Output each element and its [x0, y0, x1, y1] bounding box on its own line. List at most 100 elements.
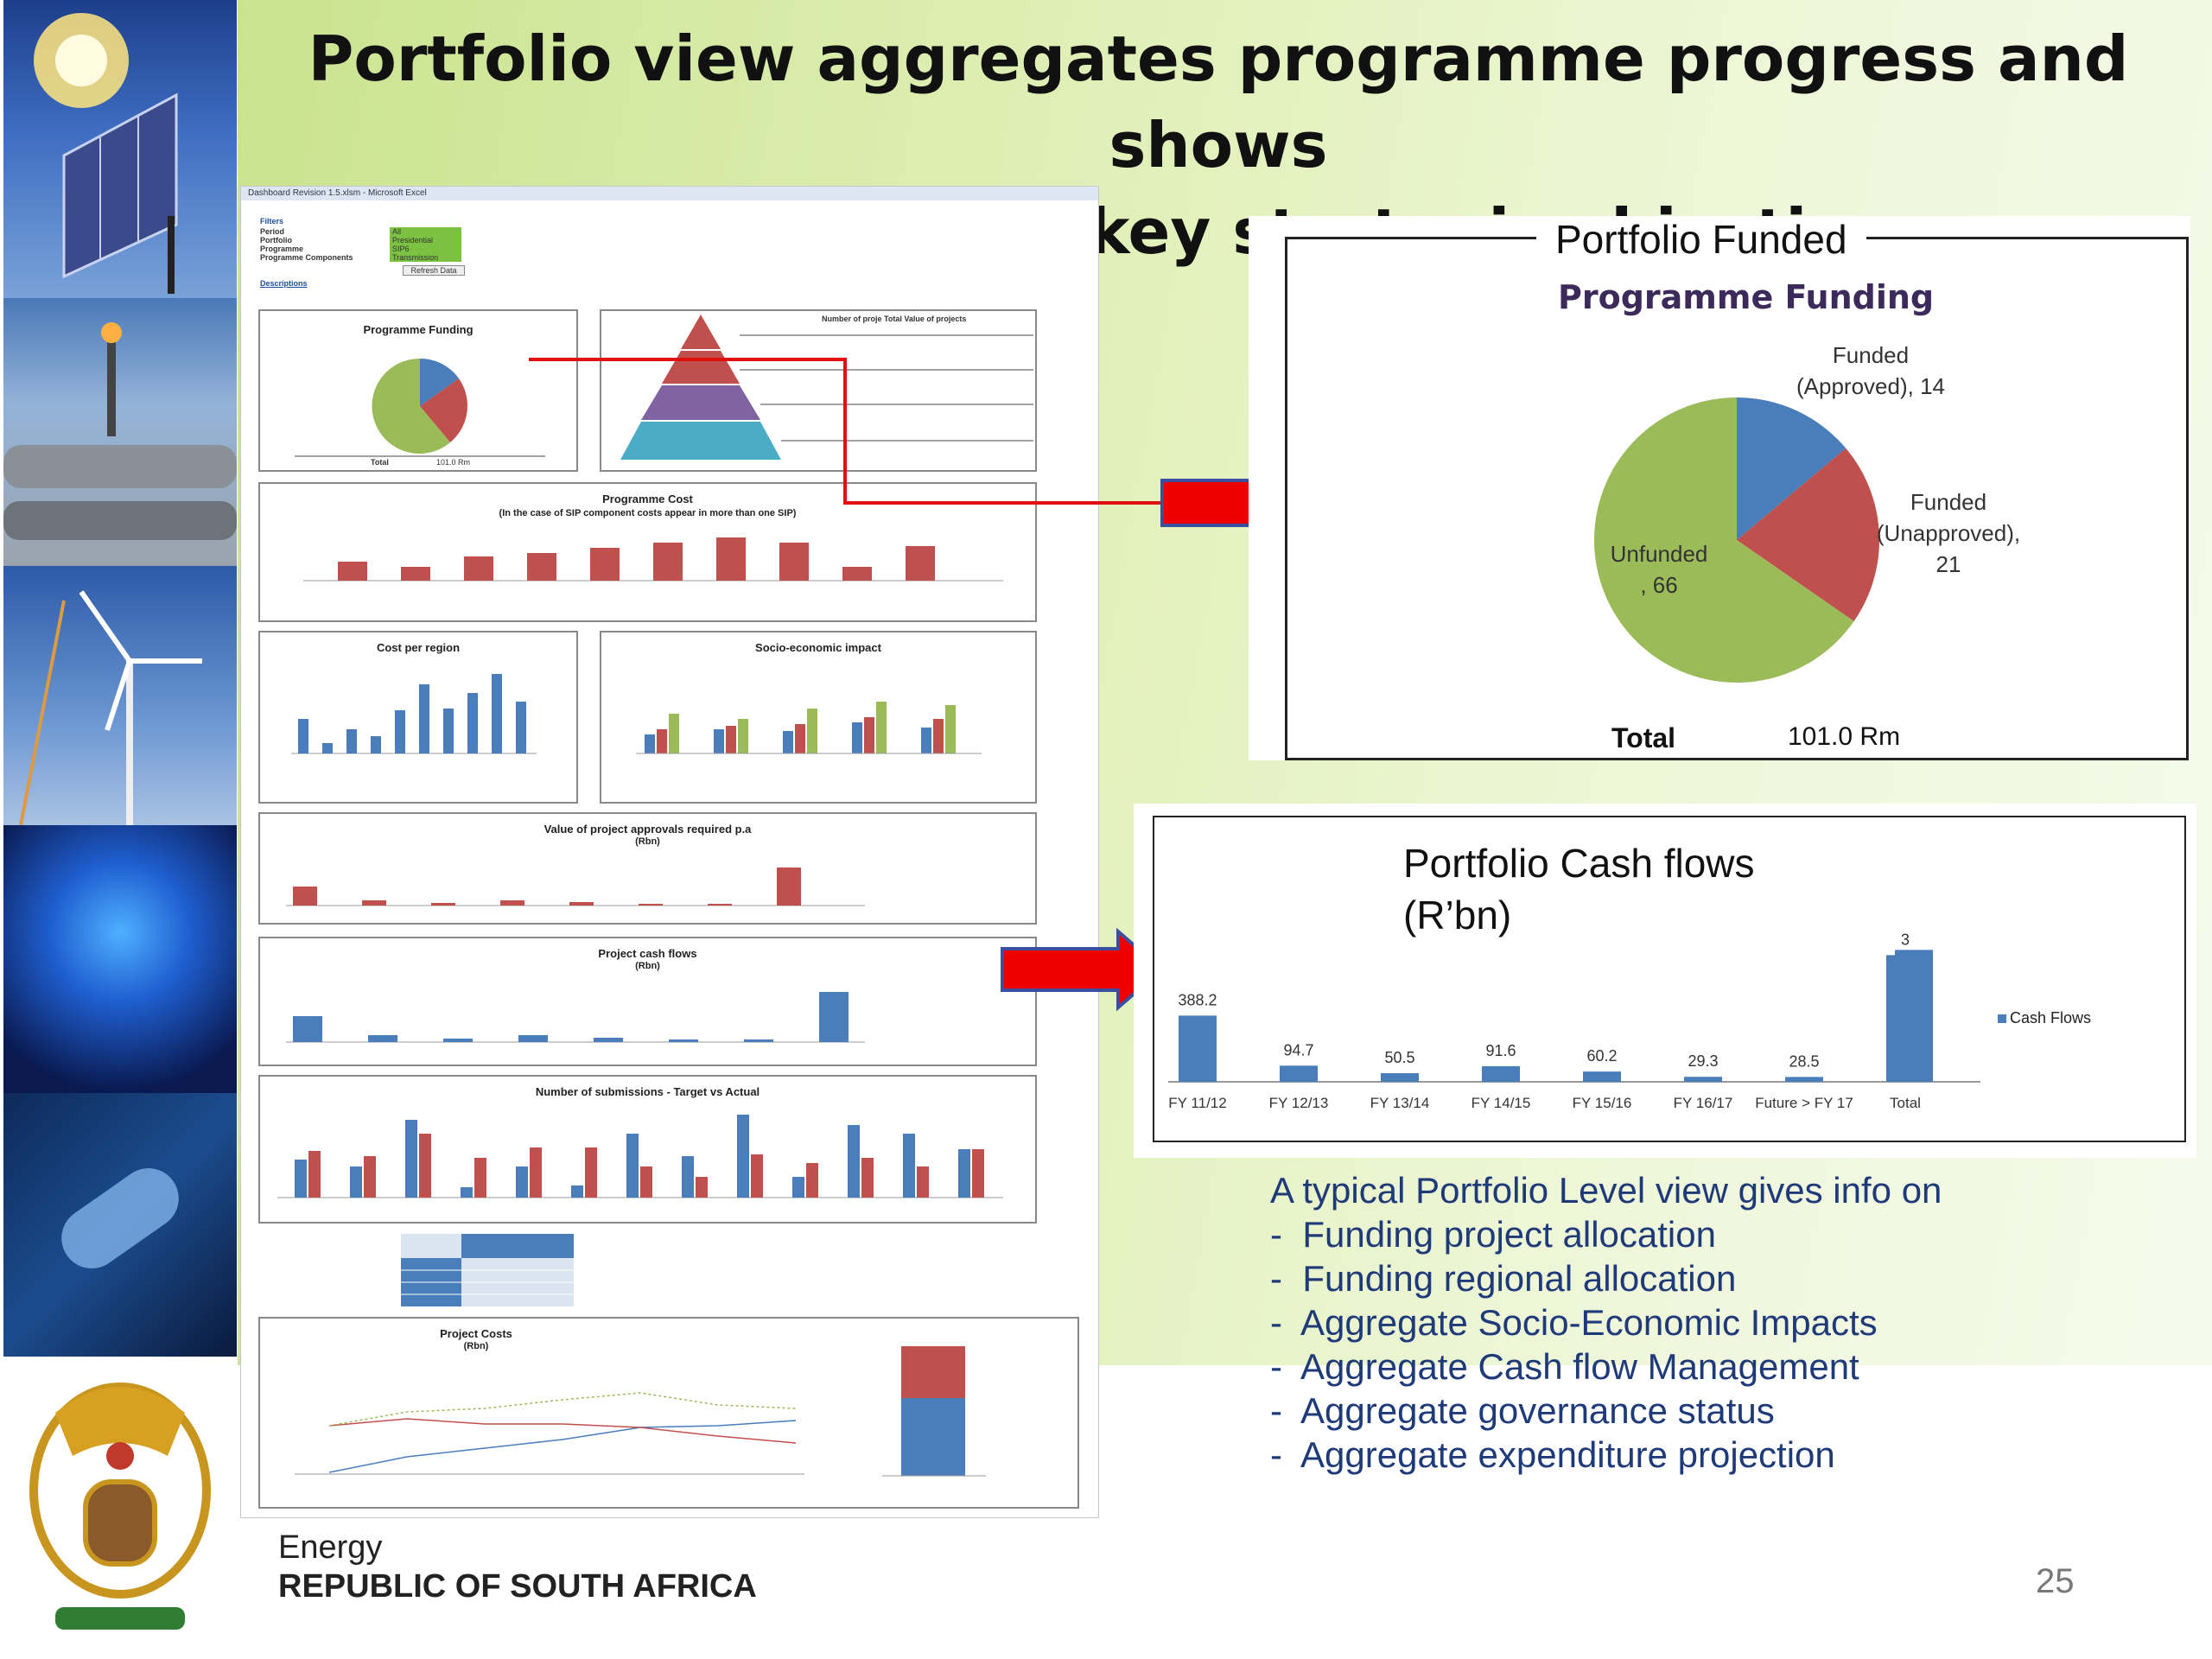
- x-tick-label: FY 16/17: [1674, 1095, 1733, 1111]
- mini-project-pyramid-panel: Number of proje Total Value of projects: [600, 309, 1037, 472]
- filter-label: Programme: [260, 245, 304, 253]
- wind-turbine-image: [3, 566, 237, 825]
- bar-value-label: 3: [1901, 931, 1910, 948]
- cash-flows-label-line2: (R’bn): [1403, 893, 1512, 938]
- cash-flows-label-line1: Portfolio Cash flows: [1403, 841, 1755, 886]
- funded-total-label: Total: [1611, 722, 1676, 753]
- footer-energy: Energy: [278, 1529, 383, 1566]
- left-image-strip: [0, 0, 238, 1659]
- page-number: 25: [2036, 1562, 2075, 1600]
- mini-approvals-subtitle: (Rbn): [635, 836, 660, 847]
- filter-row: Programme Components Transmission: [260, 253, 485, 262]
- filters-heading: Filters: [260, 217, 284, 226]
- mini-programme-cost-subtitle: (In the case of SIP component costs appe…: [499, 508, 797, 518]
- filter-row: Portfolio Presidential: [260, 236, 485, 245]
- filter-label: Programme Components: [260, 253, 353, 262]
- bar-value-label: 60.2: [1586, 1047, 1617, 1065]
- pipeline-image: [3, 298, 237, 566]
- bar-value-label: 388.2: [1178, 991, 1217, 1008]
- energy-bulb-image: [3, 1093, 237, 1357]
- cash-flows-legend: Cash Flows: [1998, 1009, 2091, 1027]
- list-item: - Aggregate expenditure projection: [1270, 1434, 1835, 1475]
- descriptions-link[interactable]: Descriptions: [260, 279, 308, 288]
- list-item: - Aggregate governance status: [1270, 1390, 1775, 1431]
- mini-cost-per-region-title: Cost per region: [376, 641, 461, 654]
- bar: [1280, 1065, 1318, 1082]
- notes-list: A typical Portfolio Level view gives inf…: [1270, 1168, 1942, 1477]
- bar-value-label: 94.7: [1283, 1041, 1313, 1058]
- pyramid-header: Number of proje Total Value of projects: [822, 315, 967, 323]
- pie-slice: [1594, 397, 1854, 683]
- list-item-text: Funding project allocation: [1302, 1214, 1716, 1255]
- bar: [1381, 1073, 1419, 1082]
- portfolio-cash-flows-frame: [1153, 816, 2186, 1142]
- mini-project-costs-subtitle: (Rbn): [463, 1341, 489, 1351]
- list-item: - Aggregate Socio-Economic Impacts: [1270, 1302, 1878, 1343]
- mini-socio-economic-title: Socio-economic impact: [755, 641, 881, 654]
- mini-approvals-panel: Value of project approvals required p.a …: [258, 812, 1037, 925]
- excel-window-title: Dashboard Revision 1.5.xlsm - Microsoft …: [241, 187, 1098, 200]
- bar-value-label: 28.5: [1789, 1052, 1819, 1070]
- x-tick-label: Future > FY 17: [1755, 1095, 1853, 1111]
- list-item-text: Aggregate governance status: [1300, 1390, 1775, 1431]
- mini-total-label: Total: [371, 458, 389, 467]
- mini-submissions-title: Number of submissions - Target vs Actual: [535, 1085, 760, 1098]
- mini-project-costs-panel: Project Costs (Rbn): [258, 1317, 1079, 1509]
- mini-cash-flows-subtitle: (Rbn): [635, 961, 660, 971]
- filter-value[interactable]: SIP6: [390, 245, 461, 253]
- bar-shadow: [1895, 950, 1933, 1082]
- mini-submissions-table: [401, 1234, 574, 1306]
- bar: [1179, 1015, 1217, 1082]
- x-tick-label: FY 15/16: [1573, 1095, 1632, 1111]
- slide-title-line1: Portfolio view aggregates programme prog…: [308, 22, 2129, 181]
- cash-flows-bar-chart: 388.2 FY 11/12 94.7 FY 12/13 50.5 FY 13/14 91.…: [1168, 931, 1980, 1111]
- filter-label: Portfolio: [260, 236, 292, 245]
- x-tick-label: Total: [1890, 1095, 1921, 1111]
- solar-panel-image: [3, 0, 237, 298]
- list-item: - Funding regional allocation: [1270, 1258, 1737, 1299]
- coat-of-arms-icon: [3, 1361, 237, 1655]
- pie-slice-label: Unfunded, 66: [1611, 541, 1708, 598]
- pie-slice-label: Funded (Approved), 14: [1796, 342, 1945, 399]
- pie-slice: [1737, 397, 1847, 540]
- filter-label: Period: [260, 227, 285, 236]
- mini-cost-per-region-panel: Cost per region: [258, 631, 578, 804]
- bar-value-label: 29.3: [1688, 1052, 1718, 1070]
- mini-submissions-panel: Number of submissions - Target vs Actual: [258, 1075, 1037, 1224]
- bar-value-label: 50.5: [1384, 1049, 1414, 1066]
- mini-programme-funding-title: Programme Funding: [363, 323, 474, 336]
- portfolio-funded-label: Portfolio Funded: [1536, 216, 1866, 263]
- list-item: - Aggregate Cash flow Management: [1270, 1346, 1859, 1387]
- bar: [1482, 1065, 1520, 1082]
- pie-slice-label: Funded (Unapproved), 21: [1877, 489, 2020, 577]
- notes-intro: A typical Portfolio Level view gives inf…: [1270, 1170, 1942, 1211]
- bar: [1583, 1071, 1621, 1082]
- legend-swatch: [1998, 1014, 2006, 1023]
- pie-slice: [1737, 448, 1879, 622]
- legend-label: Cash Flows: [2010, 1009, 2092, 1027]
- filters-section: Filters Period All Portfolio Presidentia…: [260, 217, 485, 288]
- mini-programme-funding-panel: Programme Funding Total 101.0 Rm: [258, 309, 578, 472]
- refresh-data-button[interactable]: Refresh Data: [403, 265, 465, 276]
- bar-value-label: 91.6: [1485, 1042, 1516, 1059]
- mini-approvals-title: Value of project approvals required p.a: [543, 823, 752, 836]
- list-item-text: Funding regional allocation: [1302, 1258, 1737, 1299]
- mini-socio-economic-panel: Socio-economic impact: [600, 631, 1037, 804]
- x-tick-label: FY 13/14: [1370, 1095, 1430, 1111]
- funded-total-value: 101.0 Rm: [1788, 722, 1901, 751]
- portfolio-funded-callout: Portfolio Funded Programme Funding Funde…: [1249, 216, 2190, 760]
- bar: [1785, 1077, 1823, 1082]
- list-item-text: Aggregate Cash flow Management: [1300, 1346, 1859, 1387]
- filter-value[interactable]: Transmission: [390, 253, 461, 262]
- filter-value[interactable]: Presidential: [390, 236, 461, 245]
- list-item-text: Aggregate expenditure projection: [1300, 1434, 1835, 1475]
- filter-value[interactable]: All: [390, 227, 461, 236]
- excel-dashboard-screenshot: Dashboard Revision 1.5.xlsm - Microsoft …: [240, 186, 1099, 1518]
- list-item: - Funding project allocation: [1270, 1214, 1716, 1255]
- x-tick-label: FY 11/12: [1168, 1095, 1226, 1111]
- funded-chart-title: Programme Funding: [1558, 278, 1935, 316]
- portfolio-cash-flows-callout: Portfolio Cash flows (R’bn) 388.2 FY 11/1…: [1134, 804, 2196, 1158]
- footer-country: REPUBLIC OF SOUTH AFRICA: [278, 1568, 757, 1605]
- funded-pie-chart: Funded (Approved), 14 Funded (Unapproved), 2…: [1594, 342, 2020, 683]
- mini-programme-cost-panel: Programme Cost (In the case of SIP compo…: [258, 482, 1037, 622]
